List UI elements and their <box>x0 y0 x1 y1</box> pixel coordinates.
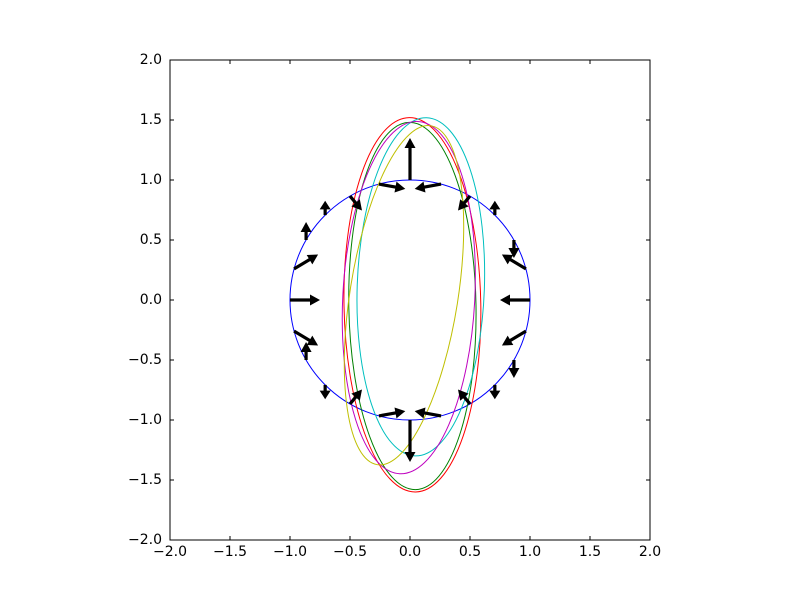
curve <box>343 117 482 493</box>
arrow <box>319 200 331 216</box>
arrow <box>489 384 501 400</box>
arrow <box>500 294 530 306</box>
arrow <box>293 329 319 346</box>
x-tick-label: −2.0 <box>153 544 187 560</box>
x-tick-label: −1.5 <box>213 544 247 560</box>
arrow <box>290 294 320 306</box>
arrow <box>378 407 406 419</box>
curve <box>343 125 465 466</box>
arrow <box>458 195 472 211</box>
y-tick-label: 0.5 <box>140 232 162 248</box>
x-tick-label: 1.5 <box>579 544 601 560</box>
arrow <box>300 342 312 360</box>
arrow <box>414 181 442 193</box>
y-tick-label: 0.0 <box>140 292 162 308</box>
arrow <box>348 195 362 211</box>
x-tick-label: −1.0 <box>273 544 307 560</box>
arrow <box>300 222 312 240</box>
arrow <box>508 360 520 378</box>
y-tick-label: 1.0 <box>140 172 162 188</box>
y-tick-label: −1.0 <box>128 412 162 428</box>
y-tick-label: −0.5 <box>128 352 162 368</box>
arrow <box>501 329 527 346</box>
arrow <box>501 254 527 271</box>
x-tick-label: 0.0 <box>399 544 421 560</box>
y-tick-label: 2.0 <box>140 52 162 68</box>
arrow <box>458 389 472 405</box>
arrow <box>348 389 362 405</box>
curve <box>356 117 486 457</box>
arrow <box>319 384 331 400</box>
arrow <box>293 254 319 271</box>
x-tick-label: 2.0 <box>639 544 661 560</box>
arrow <box>404 420 416 462</box>
arrow <box>508 240 520 258</box>
y-tick-label: −1.5 <box>128 472 162 488</box>
x-tick-label: 0.5 <box>459 544 481 560</box>
curve <box>341 120 476 475</box>
y-tick-label: 1.5 <box>140 112 162 128</box>
arrow <box>378 181 406 193</box>
y-tick-label: −2.0 <box>128 532 162 548</box>
x-tick-label: 1.0 <box>519 544 541 560</box>
x-tick-label: −0.5 <box>333 544 367 560</box>
arrow <box>404 138 416 180</box>
plot-area <box>289 117 531 493</box>
arrow <box>489 200 501 216</box>
arrow <box>414 407 442 419</box>
